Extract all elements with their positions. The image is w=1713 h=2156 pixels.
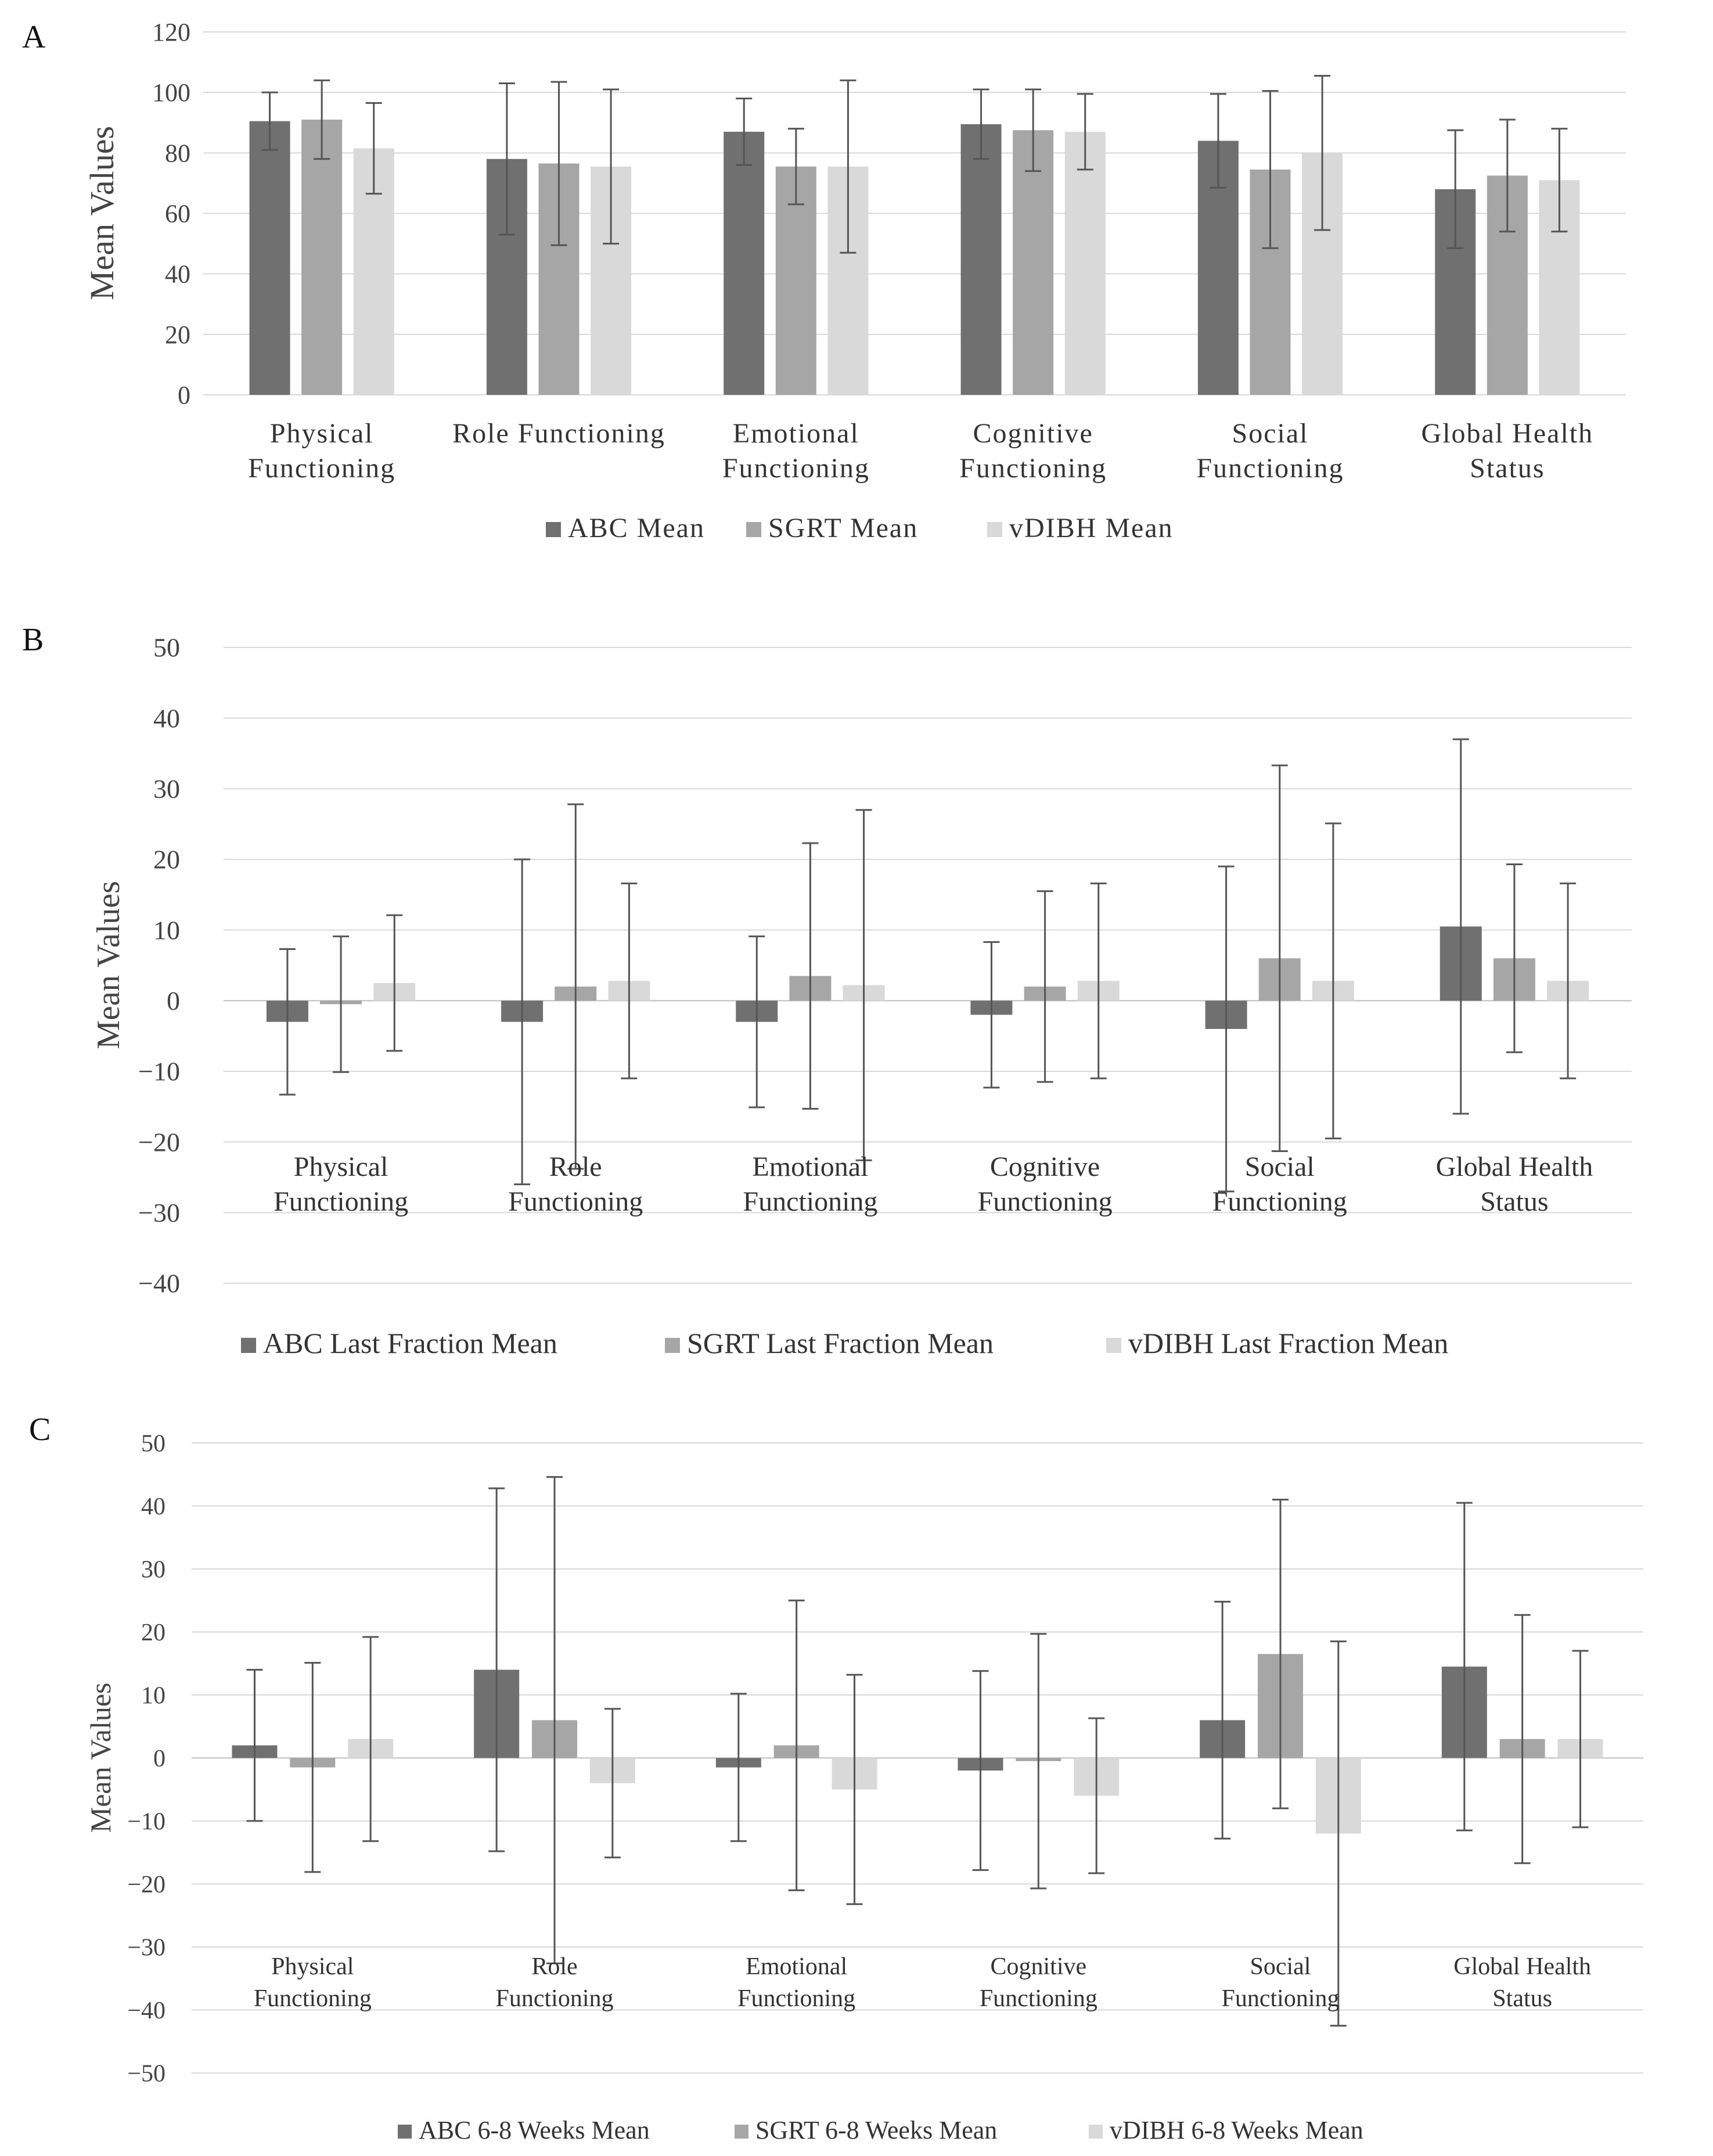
category-label: Physical (294, 1151, 388, 1182)
y-tick-label: 60 (165, 199, 190, 228)
legend-swatch (546, 522, 561, 537)
panel-letter: C (29, 1412, 51, 1448)
chart-panel-b: B −40 −30 −20 −10 0 10 20 30 40 50 Mean Values Physi… (22, 622, 1632, 1359)
category-label: Cognitive (973, 418, 1093, 449)
category-label: Social (1232, 418, 1309, 449)
category-label: Global Health (1453, 1953, 1591, 1980)
legend-swatch (241, 1338, 256, 1353)
category-label: Functioning (508, 1186, 643, 1217)
panel-letter: B (22, 622, 44, 658)
category-label: Status (1492, 1985, 1552, 2012)
y-tick-label: −20 (127, 1871, 165, 1898)
category-label: Role (531, 1953, 577, 1980)
category-label: Cognitive (990, 1151, 1100, 1182)
category-label: Emotional (746, 1953, 847, 1980)
legend-swatch (665, 1338, 680, 1353)
y-tick-label: 10 (153, 915, 180, 945)
legend-label: SGRT Mean (768, 513, 918, 544)
legend-label: SGRT 6-8 Weeks Mean (755, 2116, 997, 2144)
category-label: Role (549, 1151, 602, 1182)
y-tick-label: −30 (138, 1198, 180, 1228)
y-tick-label: 20 (141, 1619, 165, 1646)
y-tick-label: −10 (138, 1057, 180, 1086)
y-tick-label: −20 (138, 1127, 180, 1157)
bar-a-s0-c2 (724, 131, 765, 395)
category-label: Status (1480, 1186, 1548, 1217)
y-tick-label: 50 (153, 633, 180, 663)
y-tick-label: 50 (141, 1430, 165, 1457)
category-label: Emotional (733, 418, 859, 449)
legend-label: vDIBH 6-8 Weeks Mean (1110, 2116, 1363, 2144)
y-tick-label: 0 (167, 986, 180, 1016)
legend-swatch (398, 2125, 412, 2139)
legend-label: vDIBH Mean (1009, 513, 1174, 544)
category-label: Functioning (248, 453, 395, 484)
y-axis-label: Mean Values (84, 1683, 117, 1833)
y-tick-label: −50 (127, 2060, 165, 2087)
category-label: Global Health (1436, 1151, 1593, 1182)
legend-label: vDIBH Last Fraction Mean (1128, 1327, 1448, 1359)
y-tick-label: 10 (141, 1682, 165, 1709)
chart-panel-c: C −50 −40 −30 −20 −10 0 10 20 30 40 50 Mean Values Ph… (29, 1412, 1643, 2144)
category-label: Social (1245, 1151, 1315, 1182)
y-tick-label: 100 (152, 78, 190, 107)
y-tick-label: 30 (153, 774, 180, 804)
category-label: Functioning (737, 1985, 855, 2012)
legend-swatch (987, 522, 1002, 537)
legend-swatch (1106, 1338, 1121, 1353)
legend-swatch (735, 2125, 748, 2139)
panel-letter: A (22, 19, 46, 55)
category-label: Functioning (722, 453, 870, 484)
y-axis-label: Mean Values (83, 126, 121, 300)
category-label: Cognitive (990, 1953, 1086, 1980)
category-label: Role Functioning (452, 418, 665, 449)
y-tick-label: 20 (153, 845, 180, 874)
category-label: Functioning (1212, 1186, 1347, 1217)
y-tick-label: −40 (138, 1269, 180, 1298)
category-label: Functioning (980, 1985, 1097, 2012)
legend-label: ABC 6-8 Weeks Mean (419, 2116, 650, 2144)
y-tick-label: 20 (165, 321, 190, 349)
category-label: Functioning (959, 453, 1107, 484)
y-axis-label: Mean Values (91, 881, 127, 1049)
y-tick-label: −10 (127, 1808, 165, 1835)
category-label: Status (1470, 453, 1545, 484)
category-label: Functioning (273, 1186, 408, 1217)
y-tick-label: −30 (127, 1934, 165, 1961)
category-label: Functioning (495, 1985, 613, 2012)
legend-label: ABC Mean (568, 513, 705, 544)
category-label: Functioning (978, 1186, 1113, 1217)
category-label: Functioning (1221, 1985, 1339, 2012)
category-label: Functioning (1196, 453, 1344, 484)
bar-a-s1-c0 (301, 120, 343, 395)
category-label: Emotional (752, 1151, 868, 1182)
y-tick-label: 40 (165, 260, 190, 289)
category-label: Functioning (743, 1186, 877, 1217)
y-tick-label: 40 (141, 1493, 165, 1520)
y-tick-label: 120 (152, 18, 190, 46)
chart-panel-a: A 0 20 40 60 80 100 120 Mean Values Physical Funct… (22, 18, 1626, 544)
category-label: Physical (271, 1953, 354, 1980)
y-tick-label: 30 (141, 1556, 165, 1583)
legend-label: SGRT Last Fraction Mean (687, 1327, 994, 1359)
legend-swatch (1089, 2125, 1103, 2139)
y-tick-label: 40 (153, 703, 180, 733)
y-tick-label: 80 (165, 139, 190, 167)
category-label: Global Health (1421, 418, 1594, 449)
bar-a-s0-c3 (960, 124, 1002, 395)
y-tick-label: 0 (153, 1745, 165, 1772)
legend-swatch (746, 522, 761, 537)
category-label: Social (1250, 1953, 1311, 1980)
bar-a-s2-c3 (1064, 131, 1106, 395)
category-label: Physical (270, 418, 374, 449)
legend-label: ABC Last Fraction Mean (263, 1327, 557, 1359)
bar-a-s1-c3 (1013, 130, 1054, 395)
y-tick-label: 0 (178, 381, 190, 409)
category-label: Functioning (254, 1985, 372, 2012)
y-tick-label: −40 (127, 1997, 165, 2024)
bar-a-s0-c0 (249, 121, 290, 395)
